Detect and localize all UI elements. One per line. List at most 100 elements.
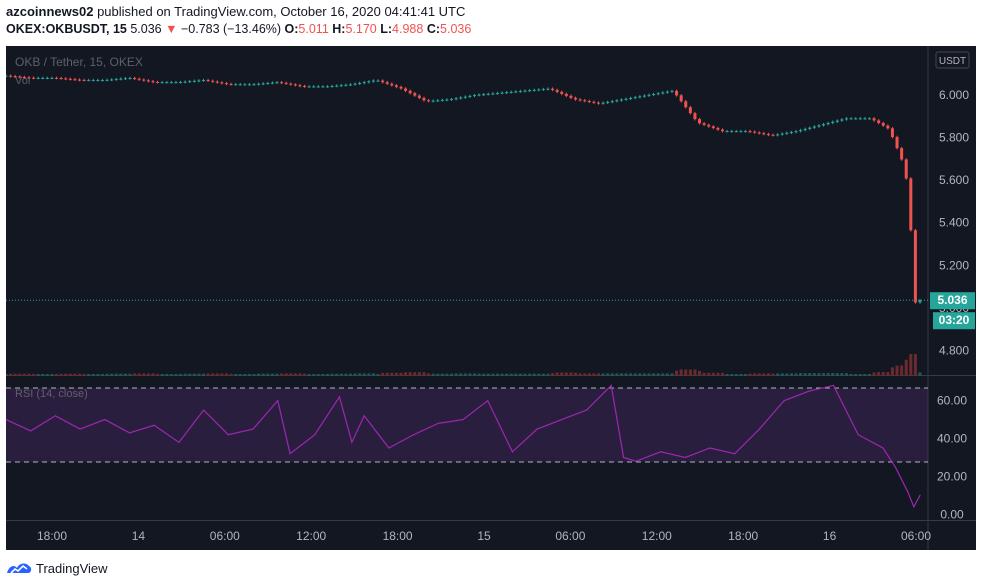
rsi-point [252,428,254,430]
volume-bar [647,373,651,376]
rsi-point [54,415,57,417]
volume-bar [652,373,656,376]
rsi-point [511,451,514,453]
time-tick-label: 12:00 [642,529,672,543]
rsi-point [808,390,810,392]
volume-bar [890,367,894,376]
volume-bar [693,369,697,376]
candle-body [220,82,224,84]
rsi-point [437,422,439,424]
volume-bar [96,374,100,376]
candle-body [73,79,77,81]
price-tick-label: 5.400 [939,216,969,230]
volume-bar [381,372,385,376]
volume-bar [840,373,844,376]
candle-body [743,131,747,133]
volume-bar [684,369,688,376]
volume-bar [817,373,821,376]
candle-body [615,100,619,102]
candle-body [459,97,463,99]
last-price-badge-label: 5.036 [937,293,967,307]
volume-bar [514,373,518,376]
volume-bar [146,373,150,376]
candle-body [771,134,775,136]
volume-bar [13,373,17,376]
candle-body [27,77,31,79]
candle-body [523,90,527,92]
volume-bar [587,373,591,376]
chart-container[interactable]: OKB / Tether, 15, OKEX Vol RSI (14, clos… [4,46,976,550]
volume-bar [578,373,582,376]
volume-bar [174,374,178,376]
candle-body [670,90,674,92]
currency-badge[interactable] [935,51,970,69]
volume-bar [312,374,316,376]
volume-bar [560,372,564,376]
price-pane[interactable] [6,46,928,376]
volume-bar [734,374,738,376]
volume-bar [670,373,674,376]
candle-body [730,131,734,133]
footer-branding[interactable]: TradingView [6,558,108,578]
candle-body [642,95,646,97]
volume-bar [854,374,858,376]
volume-bar [307,374,311,376]
volume-bar [73,373,77,376]
candle-body [229,84,233,86]
candle-body [606,101,610,103]
candle-body [541,89,545,91]
volume-bar [661,373,665,376]
candle-body [633,97,637,99]
rsi-point [227,434,229,436]
candle-body [87,80,91,82]
price-tick-label: 4.800 [939,343,969,357]
volume-bar [881,372,885,376]
candle-body [532,89,536,91]
candle-body [197,80,201,82]
volume-bar [330,373,334,376]
candle-body [18,76,22,78]
time-tick-label: 06:00 [210,529,240,543]
candle-body [840,119,844,121]
candle-body [477,94,481,96]
candle-body [698,119,702,124]
candle-body [555,89,559,92]
volume-bar [445,373,449,376]
rsi-title: RSI (14, close) [15,388,88,400]
candle-body [390,83,394,86]
volume-bar [606,373,610,376]
candle-body [404,88,408,91]
candle-body [486,93,490,95]
rsi-series [5,384,921,509]
volume-bar [574,372,578,376]
volume-bar [417,372,421,376]
candle-body [537,89,541,91]
volume-bar [762,373,766,376]
volume-bar [472,373,476,376]
candle-body [9,75,13,77]
candle-body [463,96,467,98]
volume-bar [59,373,63,376]
volume-bar [569,372,573,376]
volume-bar [68,373,72,376]
chart-canvas[interactable]: OKB / Tether, 15, OKEX Vol RSI (14, clos… [4,46,976,550]
volume-bar [399,372,403,376]
volume-bar [808,373,812,376]
candle-body [900,148,904,160]
volume-bar [238,374,242,376]
volume-bar [82,373,86,376]
rsi-point [536,428,538,430]
candle-body [252,84,256,86]
volume-bar [9,373,13,376]
volume-bar [211,373,215,376]
rsi-tick-label: 20.00 [937,469,967,483]
author-name[interactable]: azcoinnews02 [6,4,94,19]
volume-bar [904,359,908,376]
open-value: 5.011 [298,22,329,36]
volume-bar [886,372,890,376]
candle-body [234,84,238,86]
rsi-point [783,400,785,402]
candle-body [303,86,307,88]
volume-bar [160,374,164,376]
volume-bar [822,373,826,376]
